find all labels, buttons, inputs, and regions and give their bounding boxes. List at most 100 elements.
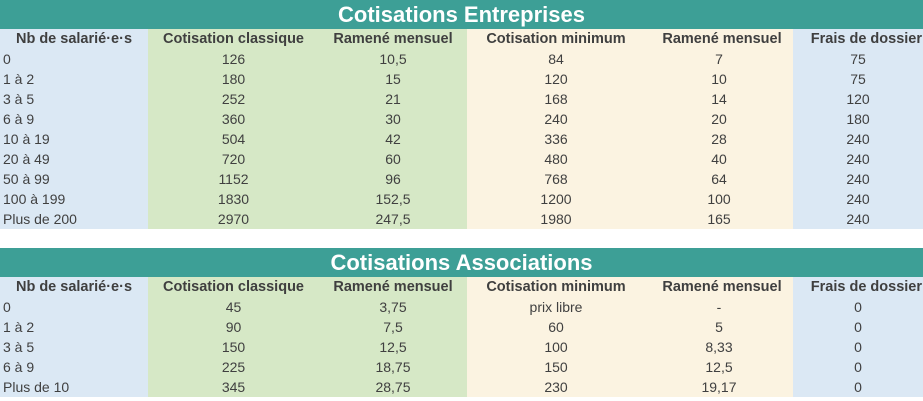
table-cell: 50 à 99 xyxy=(0,169,148,189)
table-cell: 240 xyxy=(793,209,923,229)
table-cell: 336 xyxy=(467,129,645,149)
column-header: Nb de salarié·e·s xyxy=(0,277,148,297)
table-cell: 240 xyxy=(793,149,923,169)
table-cell: Plus de 200 xyxy=(0,209,148,229)
table-cell: 19,17 xyxy=(645,377,793,397)
table-title: Cotisations Entreprises xyxy=(0,0,923,29)
table-cell: 10 à 19 xyxy=(0,129,148,149)
table-cell: 1980 xyxy=(467,209,645,229)
table-cell: 20 à 49 xyxy=(0,149,148,169)
column-header: Frais de dossier xyxy=(793,29,923,49)
table-cell: 120 xyxy=(793,89,923,109)
table-cell: 720 xyxy=(148,149,319,169)
table-cell: 45 xyxy=(148,297,319,317)
column-header: Ramené mensuel xyxy=(645,277,793,297)
table-cell: 10,5 xyxy=(319,49,467,69)
table-row: 0 45 3,75 prix libre -0 xyxy=(0,297,923,317)
table-cell: 240 xyxy=(467,109,645,129)
table-cell: 7,5 xyxy=(319,317,467,337)
table-row: 10 à 19 504 42 336 28 240 xyxy=(0,129,923,149)
table-cell: 28 xyxy=(645,129,793,149)
table-cell: 5 xyxy=(645,317,793,337)
table-cell: 480 xyxy=(467,149,645,169)
table-cell: 10 xyxy=(645,69,793,89)
table-cell: 60 xyxy=(319,149,467,169)
table-cell: 225 xyxy=(148,357,319,377)
table-cell: 15 xyxy=(319,69,467,89)
table-cell: 0 xyxy=(793,357,923,377)
table-cell: 0 xyxy=(793,337,923,357)
table-cell: 152,5 xyxy=(319,189,467,209)
table-associations: Cotisations Associations Nb de salarié·e… xyxy=(0,248,923,397)
table-cell: - xyxy=(645,297,793,317)
column-header: Ramené mensuel xyxy=(319,277,467,297)
table-cell: 40 xyxy=(645,149,793,169)
table-row: Plus de 10 345 28,75 230 19,17 0 xyxy=(0,377,923,397)
table-cell: 6 à 9 xyxy=(0,109,148,129)
table-cell: 12,5 xyxy=(319,337,467,357)
table-cell: 3 à 5 xyxy=(0,337,148,357)
table-cell: 2970 xyxy=(148,209,319,229)
table-row: Plus de 200 2970 247,5 1980 165 240 xyxy=(0,209,923,229)
table-cell: 252 xyxy=(148,89,319,109)
table-cell: 100 xyxy=(467,337,645,357)
table-body: 0 126 10,5 84 7 75 1 à 2 180 15 120 10 75 3 à 5 252 21… xyxy=(0,49,923,229)
table-cell: 6 à 9 xyxy=(0,357,148,377)
table-cell: 75 xyxy=(793,69,923,89)
table-cell: prix libre xyxy=(467,297,645,317)
table-cell: 165 xyxy=(645,209,793,229)
table-cell: 28,75 xyxy=(319,377,467,397)
table-row: 6 à 9 225 18,75 150 12,5 0 xyxy=(0,357,923,377)
table-cell: 30 xyxy=(319,109,467,129)
table-cell: 0 xyxy=(793,297,923,317)
table-cell: 240 xyxy=(793,129,923,149)
table-row: 100 à 199 1830 152,5 1200 100 240 xyxy=(0,189,923,209)
table-row: 20 à 49 720 60 480 40 240 xyxy=(0,149,923,169)
column-header: Cotisation classique xyxy=(148,29,319,49)
table-cell: 100 à 199 xyxy=(0,189,148,209)
table-cell: 75 xyxy=(793,49,923,69)
column-header: Nb de salarié·e·s xyxy=(0,29,148,49)
table-cell: 1 à 2 xyxy=(0,69,148,89)
table-cell: 120 xyxy=(467,69,645,89)
table-cell: 168 xyxy=(467,89,645,109)
table-cell: 247,5 xyxy=(319,209,467,229)
table-row: 1 à 2 90 7,5 60 5 0 xyxy=(0,317,923,337)
table-cell: 20 xyxy=(645,109,793,129)
table-row: 3 à 5 150 12,5 100 8,33 0 xyxy=(0,337,923,357)
table-row: 50 à 99 1152 96 768 64 240 xyxy=(0,169,923,189)
table-cell: 3 à 5 xyxy=(0,89,148,109)
table-cell: 150 xyxy=(467,357,645,377)
table-cell: 345 xyxy=(148,377,319,397)
table-cell: 150 xyxy=(148,337,319,357)
table-cell: Plus de 10 xyxy=(0,377,148,397)
table-cell: 84 xyxy=(467,49,645,69)
table-cell: 7 xyxy=(645,49,793,69)
table-row: 6 à 9 360 30 240 20 180 xyxy=(0,109,923,129)
table-cell: 180 xyxy=(793,109,923,129)
table-cell: 1830 xyxy=(148,189,319,209)
table-cell: 1152 xyxy=(148,169,319,189)
table-cell: 230 xyxy=(467,377,645,397)
table-cell: 360 xyxy=(148,109,319,129)
table-entreprises: Cotisations Entreprises Nb de salarié·e·… xyxy=(0,0,923,229)
table-cell: 96 xyxy=(319,169,467,189)
table-cell: 1 à 2 xyxy=(0,317,148,337)
column-header: Cotisation classique xyxy=(148,277,319,297)
table-cell: 60 xyxy=(467,317,645,337)
table-cell: 180 xyxy=(148,69,319,89)
column-header: Cotisation minimum xyxy=(467,29,645,49)
table-cell: 768 xyxy=(467,169,645,189)
table-cell: 21 xyxy=(319,89,467,109)
table-cell: 0 xyxy=(793,377,923,397)
table-cell: 18,75 xyxy=(319,357,467,377)
column-header: Cotisation minimum xyxy=(467,277,645,297)
table-cell: 0 xyxy=(0,297,148,317)
table-cell: 3,75 xyxy=(319,297,467,317)
column-header: Ramené mensuel xyxy=(645,29,793,49)
table-row: 3 à 5 252 21 168 14 120 xyxy=(0,89,923,109)
table-row: 0 126 10,5 84 7 75 xyxy=(0,49,923,69)
table-cell: 0 xyxy=(0,49,148,69)
table-cell: 1200 xyxy=(467,189,645,209)
table-cell: 504 xyxy=(148,129,319,149)
